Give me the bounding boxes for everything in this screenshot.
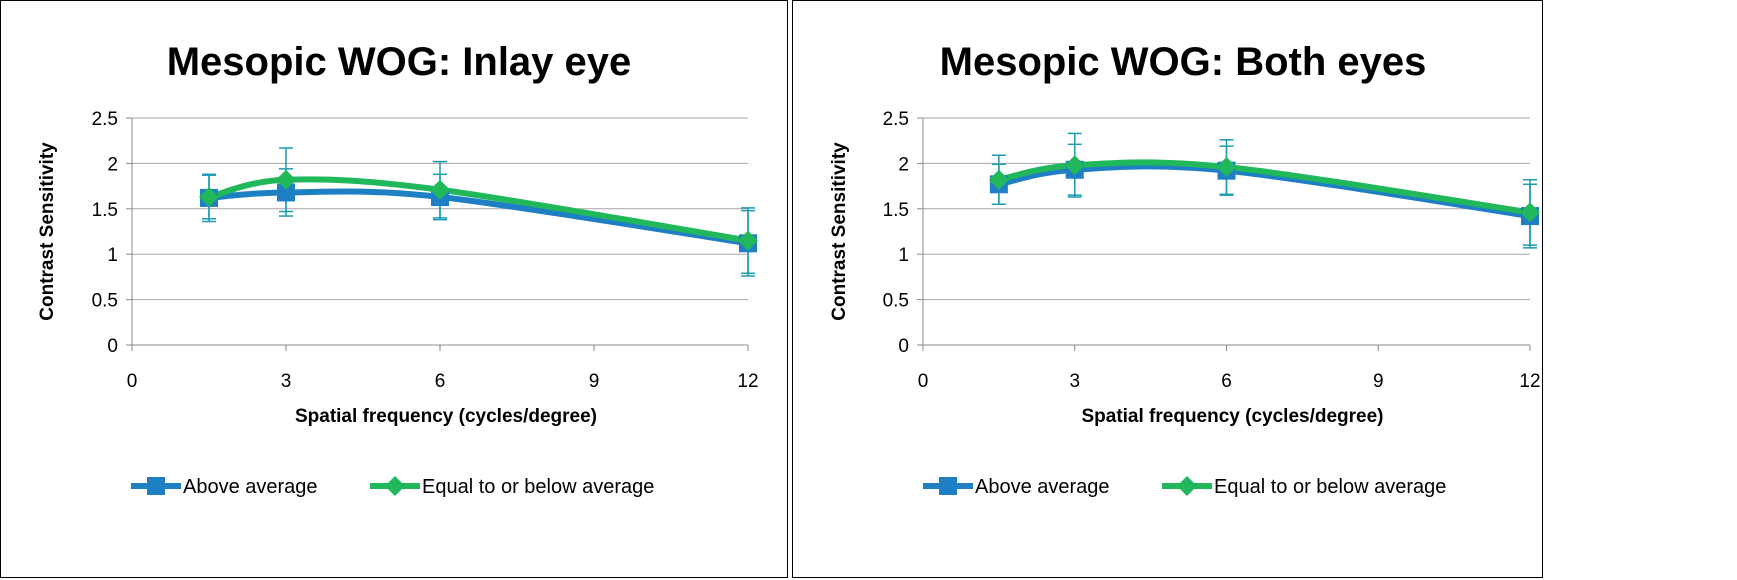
y-tick-label: 1.5 [92, 200, 118, 221]
legend-marker-square [939, 477, 957, 495]
data-point-diamond [276, 169, 296, 190]
chart-panel-both-eyes: Mesopic WOG: Both eyes 0 0.5 1 1.5 2 2.5 0 3 6 9 12… [792, 0, 1543, 578]
y-tick-label: 1 [898, 245, 909, 266]
series-line-1 [995, 159, 1533, 216]
x-tick-label: 0 [918, 371, 929, 392]
data-point-diamond [1216, 157, 1237, 178]
y-tick-label: 2 [107, 154, 118, 175]
legend-marker-diamond [1177, 476, 1197, 496]
legend-label: Equal to or below average [422, 476, 654, 498]
x-tick-label: 12 [1519, 371, 1540, 392]
data-point-diamond [430, 179, 450, 200]
chart-svg-inlay-eye: Mesopic WOG: Inlay eye 0 0.5 1 1.5 2 2.5 0 3 6 9 12… [37, 40, 759, 498]
series-line-0 [995, 163, 1533, 220]
legend-label: Above average [183, 476, 318, 498]
x-tick-label: 9 [1373, 371, 1384, 392]
y-tick-label: 2.5 [92, 109, 118, 130]
legend-marker-diamond [385, 476, 405, 496]
chart-title: Mesopic WOG: Both eyes [940, 40, 1427, 84]
data-point-square [277, 183, 295, 202]
y-axis-label: Contrast Sensitivity [37, 142, 58, 321]
data-point-diamond [738, 230, 758, 251]
x-tick-label: 9 [589, 371, 600, 392]
data-point-diamond [199, 186, 219, 207]
y-tick-label: 0.5 [883, 291, 909, 312]
x-axis-label: Spatial frequency (cycles/degree) [295, 406, 597, 427]
y-tick-label: 0.5 [92, 291, 118, 312]
legend-label: Above average [975, 476, 1110, 498]
y-tick-label: 1 [107, 245, 118, 266]
x-tick-label: 3 [1069, 371, 1080, 392]
y-tick-label: 2.5 [883, 109, 909, 130]
x-axis-label: Spatial frequency (cycles/degree) [1081, 406, 1383, 427]
y-axis-label: Contrast Sensitivity [829, 142, 850, 321]
y-tick-label: 0 [898, 336, 909, 357]
chart-svg-both-eyes: Mesopic WOG: Both eyes 0 0.5 1 1.5 2 2.5 0 3 6 9 12… [829, 40, 1541, 498]
series-line-0 [206, 188, 751, 247]
chart-panel-inlay-eye: Mesopic WOG: Inlay eye 0 0.5 1 1.5 2 2.5 0 3 6 9 12… [0, 0, 788, 578]
data-point-diamond [1520, 202, 1540, 223]
series-line-1 [206, 176, 751, 244]
y-tick-label: 1.5 [883, 200, 909, 221]
data-point-diamond [1064, 155, 1085, 176]
y-tick-label: 2 [898, 154, 909, 175]
x-tick-label: 6 [1221, 371, 1232, 392]
x-tick-label: 3 [281, 371, 292, 392]
x-tick-label: 0 [127, 371, 138, 392]
x-tick-label: 6 [435, 371, 446, 392]
legend-label: Equal to or below average [1214, 476, 1446, 498]
x-tick-label: 12 [737, 371, 758, 392]
y-tick-label: 0 [107, 336, 118, 357]
legend-marker-square [147, 477, 165, 495]
data-point-diamond [988, 169, 1009, 190]
chart-title: Mesopic WOG: Inlay eye [167, 40, 632, 84]
